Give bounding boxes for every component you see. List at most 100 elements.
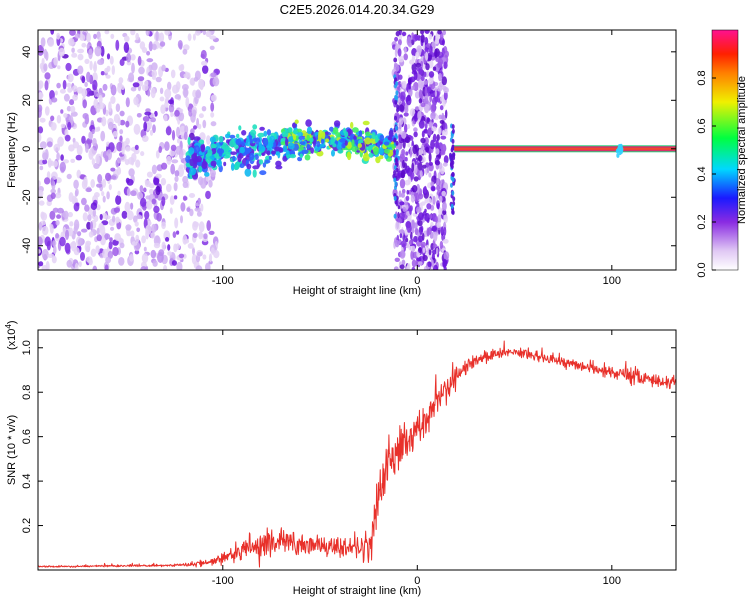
spike-speck [395,140,399,146]
noise-speck [128,72,135,83]
band-speck [439,32,444,41]
noise-speck [118,77,124,84]
spectrogram-panel: -100 0 100 -40 -20 0 20 40 Height of straight l… [6,29,677,297]
noise-speck [210,169,216,178]
band-speck [428,152,432,163]
track-speck [262,137,269,147]
band-speck [420,201,426,206]
noise-speck [159,87,164,95]
track-speck [379,134,385,142]
noise-speck [209,45,215,50]
noise-speck [176,230,180,235]
band-speck [394,257,400,262]
noise-speck [56,214,62,219]
noise-speck [210,94,217,102]
band-speck [412,222,418,229]
track-speck [316,150,324,157]
track-speck [195,155,202,163]
snr-ytick-label: 0.2 [21,518,33,533]
band-speck [398,74,403,80]
band-speck [428,33,433,40]
band-speck [424,86,428,97]
noise-speck [155,173,162,179]
band-speck [417,110,422,121]
band-speck [418,79,424,89]
noise-speck [213,250,220,259]
band-speck [406,189,410,195]
noise-speck [73,219,80,231]
band-speck [403,53,409,61]
band-speck [436,222,442,228]
noise-speck [164,30,171,36]
band-speck [444,128,448,136]
track-speck [187,136,191,146]
noise-speck [192,109,197,118]
band-speck [445,109,448,119]
noise-speck [167,81,172,91]
snr-ylabel: SNR (10 * v/v) [6,415,18,485]
band-speck [430,103,436,114]
noise-speck [47,158,52,168]
band-speck [441,190,447,197]
band-speck [422,164,427,169]
noise-speck [85,143,89,153]
noise-speck [50,115,55,122]
noise-speck [151,198,157,205]
noise-speck [155,150,160,159]
noise-speck [87,214,92,222]
band-speck [424,212,431,222]
track-speck [258,159,264,165]
noise-speck [82,99,87,109]
track-speck [200,144,205,153]
noise-speck [199,80,204,91]
noise-speck [92,79,98,91]
spike-speck [393,137,397,143]
band-speck [397,205,401,210]
spike-speck [450,133,454,139]
noise-speck [81,88,88,98]
band-speck [421,130,425,138]
spike-speck [451,172,455,177]
noise-speck [209,35,217,40]
track-speck [383,148,390,154]
band-speck [427,127,433,136]
noise-speck [107,250,114,259]
track-speck [387,136,393,141]
track-speck [319,143,325,148]
band-speck [405,151,409,156]
noise-speck [51,97,58,103]
noise-speck [140,151,145,157]
noise-speck [175,81,181,91]
noise-speck [183,87,189,98]
track-speck [332,143,337,148]
band-speck [428,45,433,55]
band-speck [441,130,445,136]
track-speck [306,143,311,150]
band-speck [417,220,423,227]
band-speck [426,197,432,203]
noise-speck [188,108,193,117]
noise-speck [69,99,75,106]
band-speck [434,48,438,59]
noise-speck [174,170,180,177]
noise-speck [155,30,159,42]
band-speck [436,177,440,186]
noise-speck [148,41,153,52]
band-speck [394,36,399,42]
noise-speck [38,80,44,89]
spec-xtick-label: -100 [212,275,234,287]
noise-speck [159,41,166,47]
band-speck [432,66,437,71]
band-speck [429,94,433,103]
noise-speck [186,207,191,213]
noise-speck [110,175,117,180]
noise-speck [44,177,51,185]
band-speck [423,71,427,78]
noise-speck [166,183,172,193]
band-speck [430,181,435,187]
band-speck [443,61,448,69]
band-speck [420,137,426,144]
noise-speck [168,99,174,105]
noise-speck [119,58,125,66]
band-speck [423,188,428,196]
